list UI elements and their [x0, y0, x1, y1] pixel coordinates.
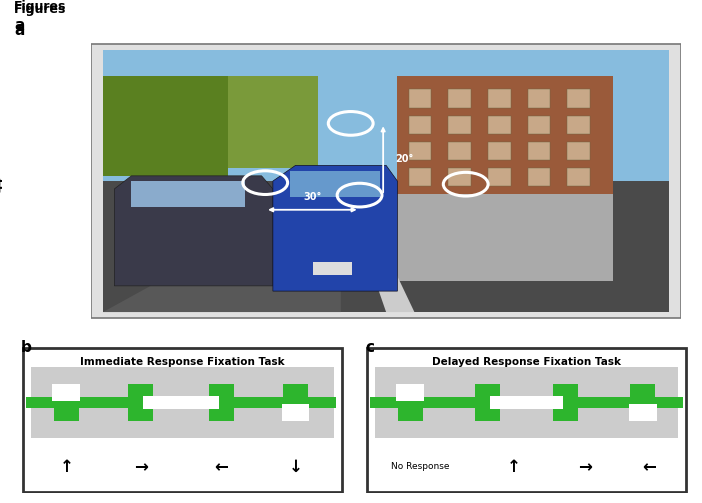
- Bar: [528, 168, 550, 186]
- Bar: [567, 168, 590, 186]
- Bar: [103, 181, 669, 312]
- Text: a: a: [14, 23, 25, 38]
- Bar: [31, 368, 334, 438]
- Bar: [524, 397, 606, 408]
- Bar: [528, 116, 550, 134]
- Text: ↓: ↓: [289, 458, 303, 476]
- Bar: [180, 396, 219, 409]
- Bar: [282, 403, 310, 421]
- Bar: [143, 396, 181, 409]
- Bar: [255, 397, 336, 408]
- Text: a: a: [14, 18, 25, 33]
- Bar: [409, 116, 432, 134]
- Bar: [629, 403, 656, 421]
- Bar: [567, 142, 590, 160]
- Text: 78°: 78°: [376, 381, 397, 391]
- Bar: [528, 142, 550, 160]
- Bar: [475, 384, 501, 421]
- Text: 30°: 30°: [303, 192, 322, 202]
- Bar: [53, 384, 79, 421]
- Polygon shape: [340, 181, 414, 312]
- Bar: [447, 397, 529, 408]
- Bar: [602, 397, 684, 408]
- Bar: [397, 384, 424, 401]
- Bar: [131, 181, 244, 207]
- Bar: [103, 76, 318, 168]
- Text: →: →: [133, 458, 147, 476]
- Bar: [449, 90, 471, 108]
- Bar: [128, 384, 153, 421]
- Text: Immediate Response Fixation Task: Immediate Response Fixation Task: [80, 357, 285, 367]
- Text: ↑: ↑: [507, 458, 520, 476]
- Text: Delayed Response Fixation Task: Delayed Response Fixation Task: [432, 357, 621, 367]
- Polygon shape: [114, 176, 273, 286]
- Text: →: →: [578, 458, 592, 476]
- Text: ↑: ↑: [60, 458, 73, 476]
- Bar: [208, 384, 234, 421]
- Bar: [397, 384, 423, 421]
- Bar: [490, 396, 529, 409]
- Bar: [369, 397, 451, 408]
- Text: ←: ←: [642, 458, 656, 476]
- Bar: [364, 194, 613, 281]
- Bar: [91, 44, 681, 318]
- Bar: [375, 368, 678, 438]
- Bar: [488, 116, 510, 134]
- Text: No Response: No Response: [391, 462, 449, 471]
- Text: c: c: [365, 340, 374, 355]
- Polygon shape: [103, 181, 340, 312]
- Text: Figures: Figures: [14, 0, 67, 13]
- Text: 20°: 20°: [395, 154, 413, 164]
- Text: b: b: [21, 340, 32, 355]
- Bar: [630, 384, 656, 421]
- Bar: [409, 142, 432, 160]
- Bar: [488, 90, 510, 108]
- Bar: [397, 76, 613, 202]
- Bar: [312, 262, 352, 275]
- Bar: [567, 90, 590, 108]
- Bar: [449, 168, 471, 186]
- Bar: [449, 116, 471, 134]
- Bar: [290, 171, 380, 197]
- Bar: [488, 168, 510, 186]
- Bar: [488, 142, 510, 160]
- Polygon shape: [273, 165, 397, 291]
- Bar: [528, 90, 550, 108]
- Bar: [409, 90, 432, 108]
- Bar: [100, 397, 181, 408]
- Bar: [449, 142, 471, 160]
- Bar: [552, 384, 578, 421]
- Bar: [53, 384, 80, 401]
- Bar: [180, 397, 262, 408]
- Bar: [524, 396, 563, 409]
- Bar: [283, 384, 308, 421]
- Text: ←: ←: [214, 458, 228, 476]
- Bar: [103, 76, 227, 176]
- Bar: [103, 50, 669, 194]
- Text: 44°: 44°: [0, 171, 5, 192]
- Text: Figures: Figures: [14, 3, 67, 16]
- Bar: [567, 116, 590, 134]
- Bar: [25, 397, 107, 408]
- Bar: [409, 168, 432, 186]
